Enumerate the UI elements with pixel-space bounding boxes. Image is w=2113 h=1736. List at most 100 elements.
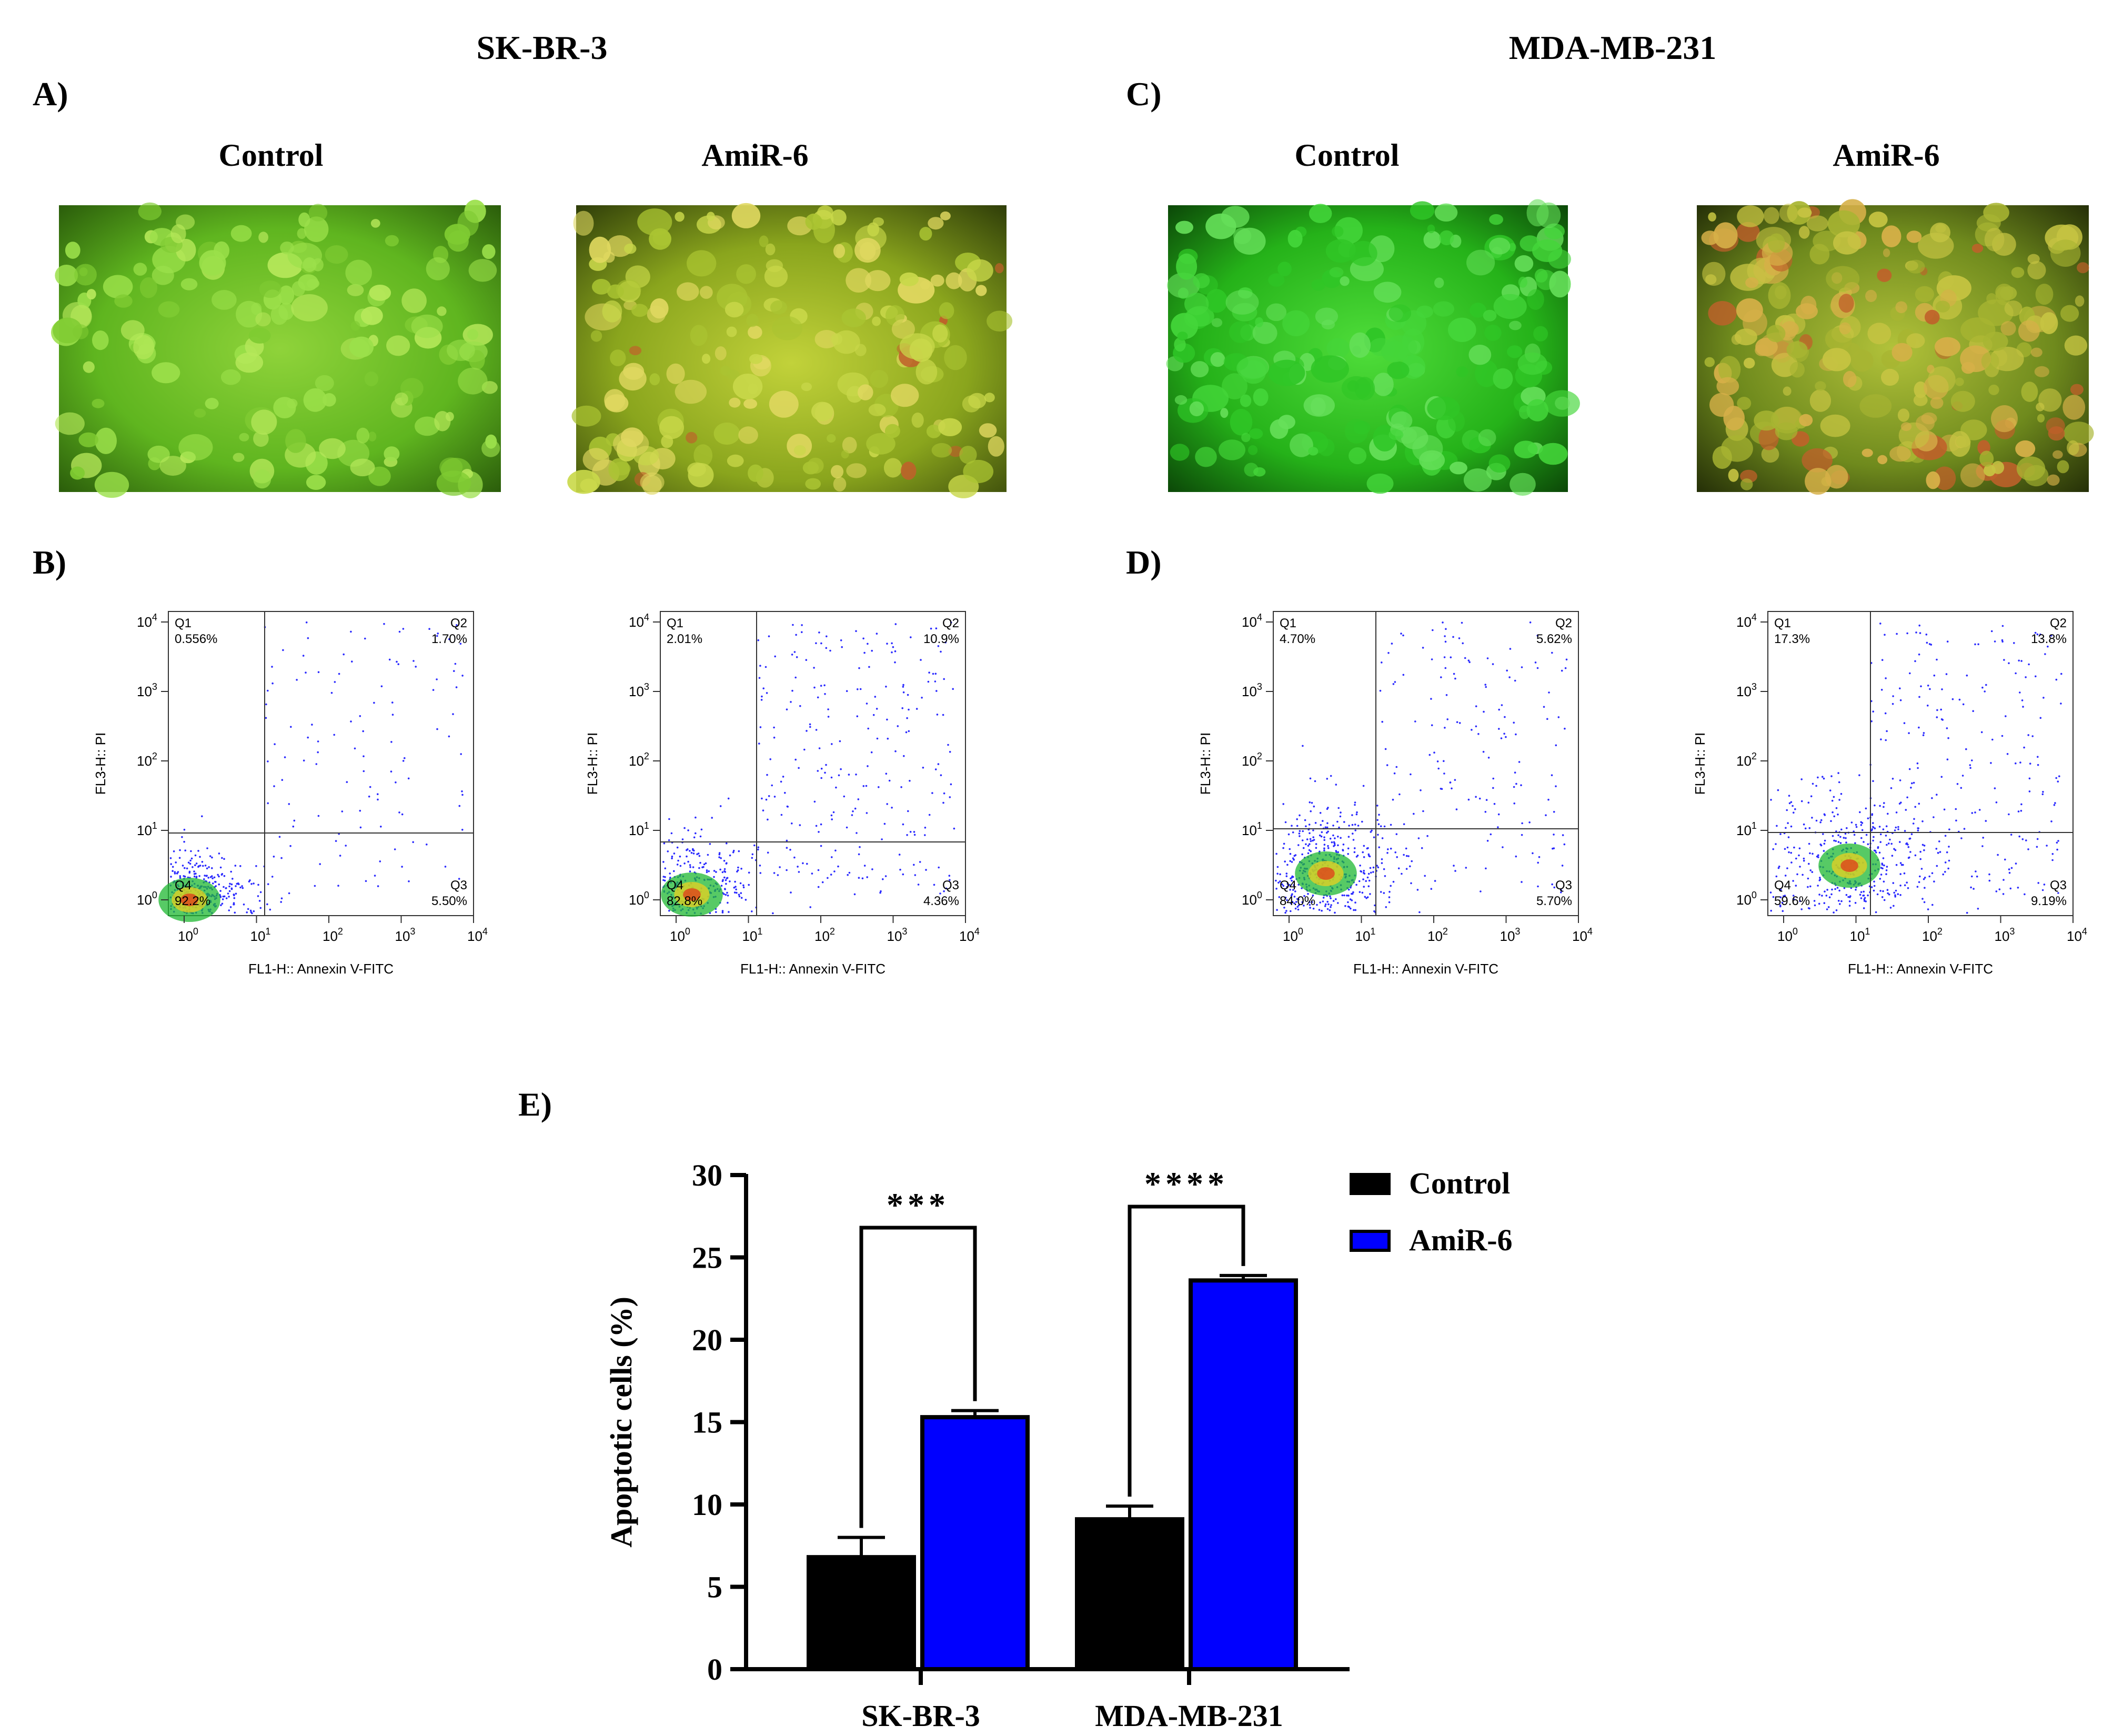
cell-blob [230, 225, 252, 242]
flow-event [1819, 877, 1821, 879]
flow-plot-mda-amir6: Q117.3%Q213.8%Q39.19%Q459.6%100100101101… [1692, 611, 2087, 977]
flow-event [1795, 885, 1797, 887]
flow-event [837, 865, 839, 868]
flow-event [274, 743, 276, 745]
cell-blob [1468, 345, 1492, 365]
flow-event [820, 823, 822, 826]
flow-event [2021, 699, 2024, 701]
flow-event [1882, 857, 1885, 859]
cell-blob [2040, 312, 2058, 334]
cell-blob [616, 279, 641, 300]
cell-blob [926, 424, 941, 438]
flow-event [426, 844, 428, 846]
flow-event [1309, 901, 1311, 904]
flow-event [1329, 909, 1331, 911]
flow-event [1941, 719, 1944, 721]
flow-event [1906, 796, 1908, 799]
flow-event [1347, 836, 1350, 838]
flow-event [700, 828, 703, 831]
flow-event [1792, 805, 1794, 807]
y-tick-label: 20 [692, 1323, 722, 1357]
flow-event [1388, 901, 1391, 904]
flow-frame [1767, 611, 2074, 916]
cell-blob [1309, 204, 1332, 224]
significance-label: **** [1144, 1165, 1229, 1202]
x-tick-label: SK-BR-3 [861, 1699, 980, 1733]
flow-event [267, 689, 269, 692]
flow-event [2020, 803, 2023, 806]
flow-event [1387, 848, 1389, 850]
flow-event [771, 784, 773, 787]
flow-event [1790, 801, 1793, 804]
flow-event [377, 793, 379, 795]
cell-blob [1745, 277, 1759, 288]
quadrant-value-q2: 13.8% [2031, 632, 2067, 646]
flow-event [201, 815, 203, 817]
flow-event [1823, 777, 1825, 780]
flow-event [2001, 639, 2004, 641]
flow-event [391, 714, 394, 716]
flow-event [791, 654, 793, 656]
flow-event [1923, 845, 1926, 847]
flow-event [1337, 851, 1340, 854]
flow-event [799, 824, 801, 826]
y-axis-label: Apoptotic cells (%) [604, 1297, 638, 1548]
flow-event [212, 882, 214, 885]
flow-event [359, 715, 361, 717]
flow-event [1936, 865, 1938, 867]
flow-event [1769, 891, 1772, 894]
cell-blob [833, 244, 846, 258]
flow-event [1312, 839, 1314, 842]
flow-event [1376, 865, 1378, 867]
flow-event [671, 855, 673, 858]
flow-event [1449, 781, 1452, 784]
flow-event [1383, 892, 1385, 894]
flow-event [1343, 821, 1345, 823]
flow-event [1930, 644, 1933, 646]
flow-event [218, 875, 220, 878]
flow-event [1521, 666, 1523, 668]
y-tick-label: 30 [692, 1158, 722, 1192]
flow-event [1889, 907, 1892, 909]
flow-event [1291, 879, 1293, 882]
flow-event [1426, 835, 1428, 837]
flow-event [739, 882, 742, 885]
flow-event [1881, 867, 1884, 870]
flow-event [1286, 882, 1289, 885]
flow-event [1338, 826, 1340, 829]
flow-event [1421, 847, 1423, 849]
flow-event [748, 884, 750, 886]
flow-event [940, 774, 942, 776]
flow-event [1492, 787, 1494, 789]
cell-blob [1838, 294, 1854, 313]
flow-event [1351, 899, 1353, 901]
cell-blob [1381, 340, 1408, 363]
flow-event [1977, 643, 1979, 646]
flow-event [813, 800, 816, 803]
flow-event [1880, 738, 1882, 740]
left-cell-line-title: SK-BR-3 [477, 29, 608, 66]
flow-event [1840, 828, 1843, 831]
cell-blob [1809, 244, 1830, 265]
flow-event [199, 865, 202, 867]
flow-event [1918, 624, 1920, 627]
cell-blob [325, 245, 348, 264]
flow-event [757, 848, 759, 851]
flow-event [1414, 720, 1416, 723]
flow-event [1899, 885, 1901, 887]
flow-event [1912, 822, 1915, 825]
cell-blob [2064, 422, 2094, 445]
significance-bracket [1128, 1205, 1245, 1497]
cell-blob [1949, 431, 1970, 457]
cell-blob [899, 333, 935, 359]
flow-event [239, 865, 242, 867]
cell-blob [2077, 262, 2089, 274]
flow-event [458, 878, 460, 880]
cell-blob [831, 209, 847, 226]
flow-event [1286, 864, 1289, 866]
cell-blob [610, 349, 626, 366]
flow-event [809, 906, 811, 908]
flow-event [1786, 809, 1788, 811]
flow-event [1390, 824, 1392, 826]
flow-event [740, 892, 742, 894]
